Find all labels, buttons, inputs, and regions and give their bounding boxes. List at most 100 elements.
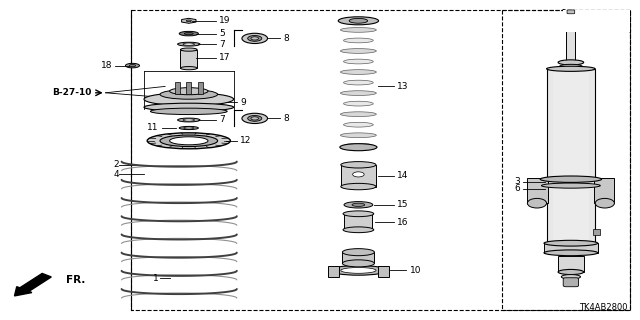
Bar [328, 266, 339, 277]
Ellipse shape [341, 162, 376, 168]
Ellipse shape [544, 240, 598, 246]
Ellipse shape [184, 33, 193, 35]
Ellipse shape [340, 28, 376, 32]
Bar [378, 266, 389, 277]
Ellipse shape [353, 172, 364, 177]
Ellipse shape [147, 133, 230, 149]
Ellipse shape [150, 108, 227, 115]
Ellipse shape [180, 48, 197, 51]
Text: 12: 12 [240, 136, 252, 145]
Text: 13: 13 [397, 82, 408, 91]
Ellipse shape [343, 211, 374, 217]
Bar [594, 178, 614, 203]
Text: 7: 7 [219, 40, 225, 49]
Ellipse shape [342, 249, 374, 256]
Ellipse shape [344, 38, 373, 43]
Bar [553, 72, 589, 240]
Text: 16: 16 [397, 218, 408, 227]
Text: 17: 17 [219, 53, 230, 62]
Bar [131, 10, 630, 310]
Text: 4: 4 [113, 170, 119, 179]
Polygon shape [182, 18, 196, 23]
Bar [544, 243, 598, 253]
Ellipse shape [170, 88, 208, 95]
Text: 9: 9 [240, 98, 246, 107]
FancyArrow shape [15, 273, 51, 296]
Ellipse shape [251, 117, 259, 120]
Bar [527, 178, 548, 203]
Bar [566, 12, 575, 62]
Ellipse shape [179, 31, 198, 36]
Bar [558, 256, 584, 272]
Text: FR.: FR. [66, 275, 85, 285]
Text: TK4AB2800: TK4AB2800 [579, 303, 627, 312]
Ellipse shape [344, 202, 372, 208]
Ellipse shape [160, 135, 218, 147]
Ellipse shape [160, 90, 218, 99]
Ellipse shape [178, 118, 200, 122]
Ellipse shape [178, 42, 200, 46]
Text: 8: 8 [284, 114, 289, 123]
Text: 7: 7 [219, 116, 225, 124]
Ellipse shape [561, 275, 580, 279]
Text: 8: 8 [284, 34, 289, 43]
Text: 18: 18 [100, 61, 112, 70]
Ellipse shape [540, 176, 602, 182]
Ellipse shape [251, 37, 259, 40]
Ellipse shape [183, 119, 195, 121]
Ellipse shape [184, 127, 194, 129]
Ellipse shape [180, 67, 197, 70]
Ellipse shape [179, 126, 198, 130]
Text: B-27-10: B-27-10 [52, 88, 92, 97]
Text: 14: 14 [397, 172, 408, 180]
Ellipse shape [343, 227, 374, 233]
Text: 1: 1 [153, 274, 159, 283]
Ellipse shape [170, 137, 208, 145]
Bar [198, 82, 203, 94]
Bar [175, 82, 180, 94]
Ellipse shape [527, 198, 547, 208]
Text: 3: 3 [514, 177, 520, 186]
Ellipse shape [344, 101, 373, 106]
Text: 10: 10 [410, 266, 421, 275]
Ellipse shape [144, 93, 234, 106]
Ellipse shape [344, 80, 373, 85]
Text: 11: 11 [147, 124, 159, 132]
Ellipse shape [541, 183, 600, 188]
Bar [341, 165, 376, 187]
Bar [563, 10, 630, 32]
Ellipse shape [344, 59, 373, 64]
Ellipse shape [342, 260, 374, 267]
Ellipse shape [129, 64, 136, 67]
Text: 6: 6 [514, 184, 520, 193]
Bar [593, 229, 600, 235]
Ellipse shape [242, 33, 268, 44]
Ellipse shape [344, 122, 373, 127]
Ellipse shape [558, 60, 584, 65]
Bar [344, 214, 372, 230]
Ellipse shape [340, 91, 376, 95]
Ellipse shape [352, 203, 365, 206]
Bar [186, 82, 191, 94]
Ellipse shape [341, 268, 376, 273]
Text: 15: 15 [397, 200, 408, 209]
Ellipse shape [595, 198, 614, 208]
Ellipse shape [349, 19, 367, 23]
Ellipse shape [544, 250, 598, 256]
Ellipse shape [186, 20, 191, 22]
Ellipse shape [242, 113, 268, 124]
Ellipse shape [547, 66, 595, 71]
Ellipse shape [559, 64, 582, 69]
Ellipse shape [144, 103, 234, 111]
Ellipse shape [339, 17, 379, 25]
FancyBboxPatch shape [567, 10, 575, 14]
Text: 5: 5 [219, 29, 225, 38]
Ellipse shape [330, 266, 387, 275]
Bar [547, 69, 595, 243]
Ellipse shape [340, 144, 377, 151]
Ellipse shape [183, 43, 195, 45]
Ellipse shape [340, 112, 376, 116]
Ellipse shape [248, 116, 262, 121]
Ellipse shape [341, 183, 376, 190]
Ellipse shape [340, 70, 376, 75]
